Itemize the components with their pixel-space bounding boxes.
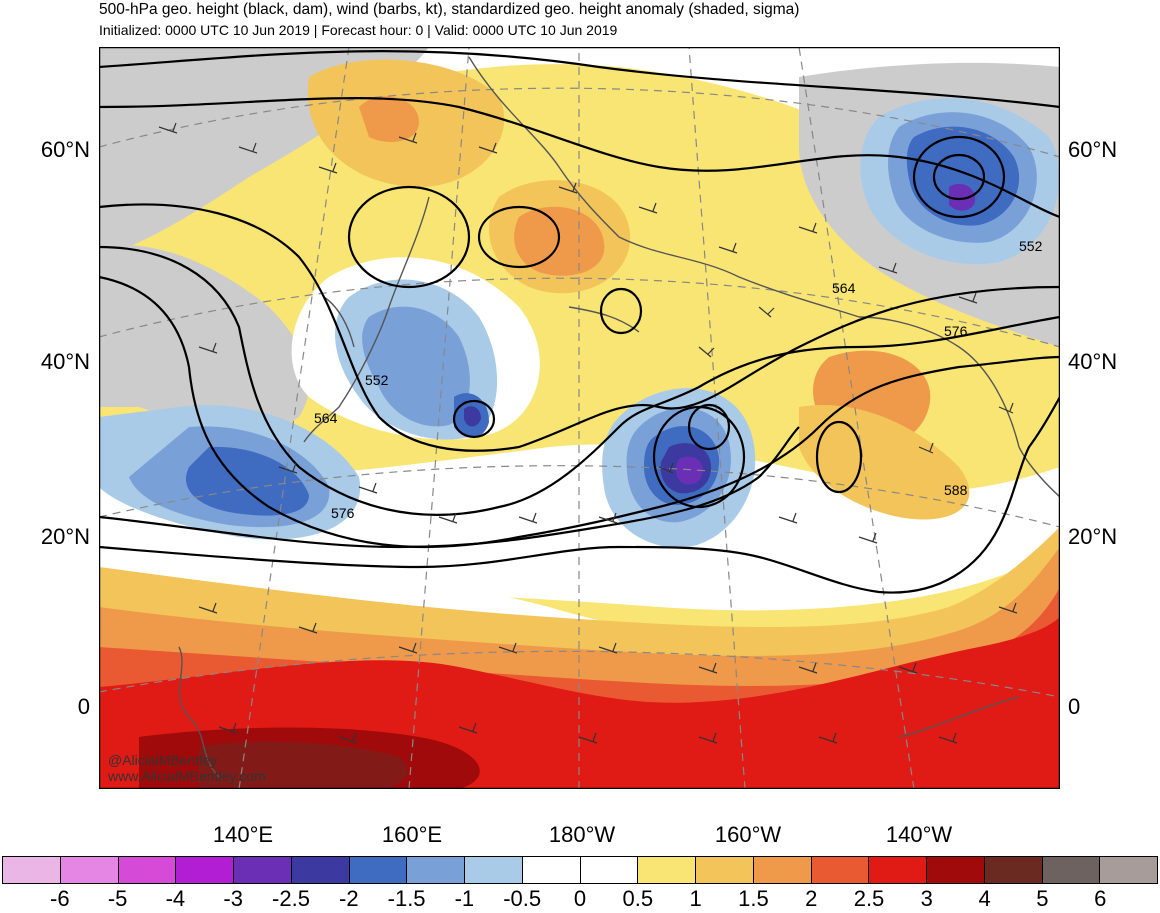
- colorbar-tick-label: -6: [50, 886, 70, 911]
- chart-title: 500-hPa geo. height (black, dam), wind (…: [99, 1, 800, 18]
- contour-label: 564: [832, 280, 856, 296]
- colorbar-swatch: [407, 857, 465, 883]
- colorbar-swatch: [984, 857, 1043, 883]
- contour-label: 564: [314, 410, 338, 426]
- map-canvas: 552 564 576 588 564 576 552: [99, 47, 1060, 789]
- contour-label: 552: [1019, 238, 1043, 254]
- colorbar-swatch: [638, 857, 696, 883]
- contour-label: 588: [944, 482, 968, 498]
- lat-label-left: 20°N: [40, 524, 90, 549]
- colorbar-tick-label: -1.5: [387, 886, 426, 911]
- lon-label: 160°E: [381, 822, 443, 847]
- lon-label: 160°W: [714, 822, 782, 847]
- lat-label-left: 40°N: [40, 349, 90, 374]
- colorbar-swatch: [927, 857, 985, 883]
- colorbar-swatch: [696, 857, 754, 883]
- colorbar: [2, 856, 1158, 884]
- colorbar-tick-label: 4: [978, 886, 991, 911]
- colorbar-tick-label: -2: [339, 886, 359, 911]
- lat-label-right: 60°N: [1068, 137, 1118, 162]
- colorbar-tick-label: -3: [223, 886, 243, 911]
- lat-label-right: 20°N: [1068, 524, 1118, 549]
- colorbar-tick-label: 5: [1036, 886, 1049, 911]
- colorbar-swatch: [580, 857, 639, 883]
- lon-label: 140°W: [885, 822, 953, 847]
- colorbar-tick-label: 2.5: [853, 886, 885, 911]
- colorbar-swatch: [118, 857, 177, 883]
- colorbar-tick-label: 1: [689, 886, 702, 911]
- credit-handle: @AlicialMBentley: [108, 752, 218, 768]
- colorbar-tick-label: 1.5: [738, 886, 769, 911]
- lat-label-left: 60°N: [40, 137, 90, 162]
- colorbar-swatch: [60, 857, 119, 883]
- colorbar-swatch: [465, 857, 523, 883]
- colorbar-swatch: [234, 857, 292, 883]
- colorbar-swatch: [753, 857, 812, 883]
- colorbar-swatch: [522, 857, 581, 883]
- contour-labels: 552 564 576 588 564 576 552: [314, 238, 1043, 521]
- lat-label-left: 0: [77, 694, 90, 719]
- colorbar-tick-label: -0.5: [503, 886, 542, 911]
- colorbar-swatch: [1100, 857, 1157, 883]
- colorbar-tick-label: 2: [805, 886, 818, 911]
- colorbar-swatch: [3, 857, 61, 883]
- colorbar-tick-label: -4: [165, 886, 186, 911]
- lon-label: 140°E: [212, 822, 274, 847]
- colorbar-tick-label: -2.5: [272, 886, 310, 911]
- credit-website: www.AlicialMBentley.com: [108, 768, 266, 784]
- colorbar-tick-label: -1: [454, 886, 475, 911]
- map-panel: 552 564 576 588 564 576 552: [99, 47, 1060, 789]
- colorbar-labels: -6 -5 -4 -3 -2.5 -2 -1.5 -1 -0.5 0 0.5 1 1.5 2 2.5 3 4 5 6: [2, 886, 1158, 912]
- colorbar-swatch: [811, 857, 870, 883]
- lat-label-right: 40°N: [1068, 349, 1118, 374]
- chart-subtitle: Initialized: 0000 UTC 10 Jun 2019 | Fore…: [99, 22, 618, 38]
- lat-label-right: 0: [1068, 694, 1081, 719]
- colorbar-tick-label: 6: [1094, 886, 1107, 911]
- colorbar-tick-label: 0: [573, 886, 587, 911]
- colorbar-tick-label: 0.5: [622, 886, 654, 911]
- colorbar-swatch: [869, 857, 927, 883]
- colorbar-swatch: [291, 857, 350, 883]
- colorbar-tick-label: -5: [107, 886, 128, 911]
- colorbar-tick-label: 3: [920, 886, 933, 911]
- colorbar-swatch: [349, 857, 408, 883]
- colorbar-swatch: [1042, 857, 1101, 883]
- lon-label: 180°W: [548, 822, 616, 847]
- wind-barbs: [158, 122, 1018, 744]
- contour-label: 576: [944, 323, 968, 339]
- contour-label: 576: [331, 505, 355, 521]
- colorbar-swatch: [176, 857, 234, 883]
- contour-label: 552: [365, 372, 389, 388]
